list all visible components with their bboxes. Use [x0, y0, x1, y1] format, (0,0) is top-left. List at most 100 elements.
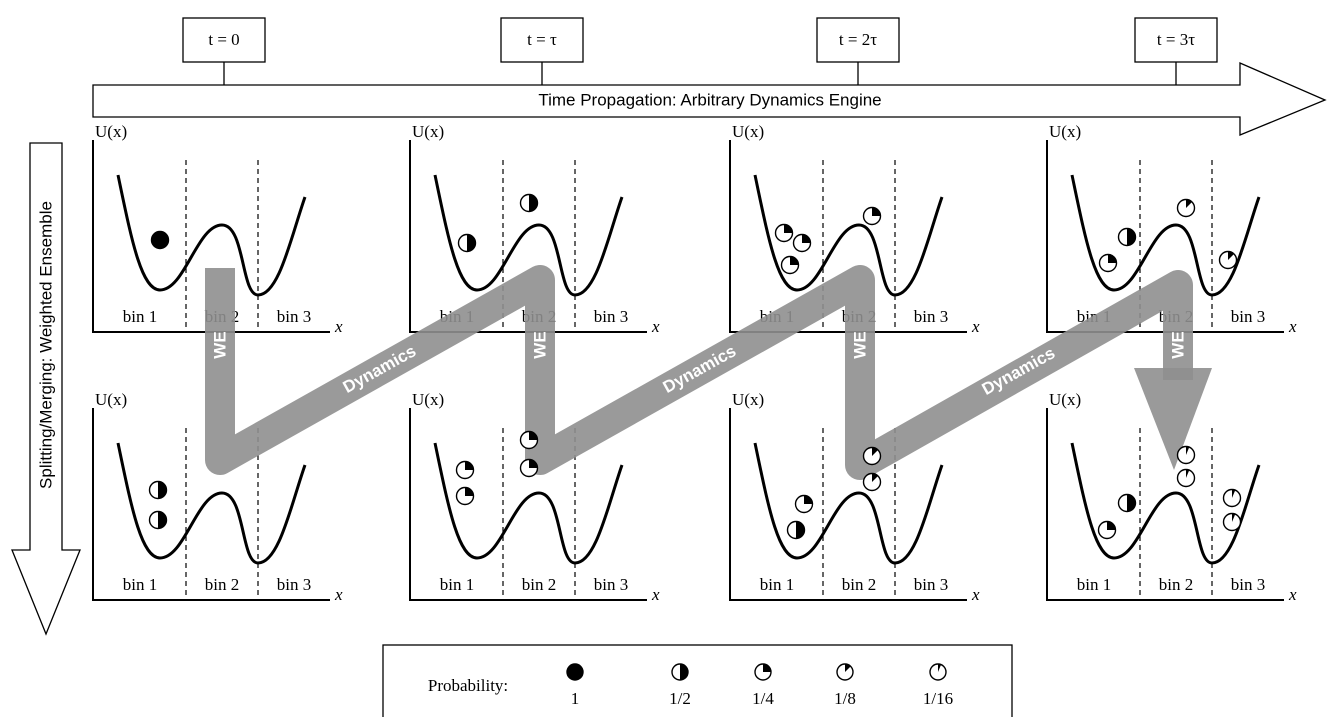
particle	[455, 460, 475, 480]
legend-box	[382, 644, 1013, 717]
glyph-wedge	[938, 664, 942, 672]
bin-label: bin 2	[842, 575, 876, 594]
glyph-outline	[148, 480, 168, 500]
glyph-outline	[1222, 512, 1242, 532]
glyph-outline	[1218, 250, 1238, 270]
bin-label: bin 3	[914, 307, 948, 326]
y-axis-label: U(x)	[1049, 390, 1081, 409]
glyph-wedge	[467, 234, 476, 252]
bin-label: bin 1	[123, 307, 157, 326]
glyph-wedge	[529, 431, 538, 440]
glyph-outline	[1117, 227, 1137, 247]
legend-glyph	[754, 663, 772, 681]
bin-label: bin 3	[1231, 575, 1265, 594]
bin-label: bin 1	[440, 575, 474, 594]
glyph-fill	[567, 664, 583, 680]
y-axis-label: U(x)	[95, 390, 127, 409]
glyph-wedge	[872, 473, 879, 482]
glyph-outline	[1117, 493, 1137, 513]
potential-curve	[753, 174, 944, 297]
glyph-outline	[754, 663, 772, 681]
bin-label: bin 1	[760, 575, 794, 594]
glyph-wedge	[158, 511, 167, 529]
particle	[780, 255, 800, 275]
glyph-outline	[1098, 253, 1118, 273]
axes	[92, 408, 330, 601]
x-axis-label: x	[651, 317, 660, 336]
bin-label: bin 2	[522, 575, 556, 594]
potential-curve	[433, 174, 624, 297]
time-label: t = 0	[208, 30, 239, 49]
particle	[150, 230, 170, 250]
time-arrow-label: Time Propagation: Arbitrary Dynamics Eng…	[538, 90, 881, 109]
glyph-outline	[836, 663, 854, 681]
glyph-outline	[566, 663, 584, 681]
particle	[774, 223, 794, 243]
particle	[1222, 512, 1242, 532]
axes	[1046, 140, 1284, 333]
glyph-wedge	[802, 234, 811, 243]
particle	[148, 510, 168, 530]
time-box	[1134, 17, 1218, 63]
time-box	[816, 17, 900, 63]
potential-curve	[753, 442, 944, 565]
time-label: t = 3τ	[1157, 30, 1195, 49]
glyph-outline	[1176, 198, 1196, 218]
glyph-wedge	[158, 481, 167, 499]
potential-curve	[1070, 442, 1261, 565]
axes	[409, 408, 647, 601]
glyph-wedge	[784, 224, 793, 233]
glyph-outline	[671, 663, 689, 681]
glyph-fill	[151, 231, 169, 249]
glyph-wedge	[465, 487, 474, 496]
particle	[519, 193, 539, 213]
particle	[862, 206, 882, 226]
particle	[792, 233, 812, 253]
glyph-wedge	[529, 459, 538, 468]
bin-label: bin 3	[914, 575, 948, 594]
glyph-outline	[862, 206, 882, 226]
time-box	[500, 17, 584, 63]
glyph-wedge	[796, 521, 805, 539]
axes	[1046, 408, 1284, 601]
particle	[1176, 198, 1196, 218]
glyph-wedge	[529, 194, 538, 212]
bin-label: bin 3	[1231, 307, 1265, 326]
glyph-wedge	[872, 207, 881, 216]
particle	[862, 446, 882, 466]
glyph-outline	[862, 472, 882, 492]
glyph-outline	[519, 193, 539, 213]
glyph-outline	[794, 494, 814, 514]
x-axis-label: x	[971, 585, 980, 604]
we-label: WE	[850, 331, 869, 358]
process-arrowhead	[1134, 368, 1212, 470]
y-axis-label: U(x)	[95, 122, 127, 141]
glyph-outline	[1097, 520, 1117, 540]
legend-label: 1/4	[752, 689, 774, 708]
y-axis-label: U(x)	[412, 390, 444, 409]
potential-curve	[116, 442, 307, 565]
glyph-wedge	[1127, 228, 1136, 246]
potential-curve	[1070, 174, 1261, 297]
glyph-outline	[455, 460, 475, 480]
glyph-wedge	[1127, 494, 1136, 512]
side-arrow-label: Splitting/Merging: Weighted Ensemble	[36, 201, 55, 489]
glyph-wedge	[1232, 489, 1236, 498]
time-arrow	[92, 62, 1327, 136]
glyph-wedge	[1232, 513, 1236, 522]
x-axis-label: x	[1288, 317, 1297, 336]
glyph-wedge	[1108, 254, 1117, 263]
axes	[729, 140, 967, 333]
legend-label: 1/2	[669, 689, 691, 708]
glyph-wedge	[1186, 446, 1190, 455]
glyph-outline	[457, 233, 477, 253]
glyph-wedge	[1186, 199, 1193, 208]
we-label: WE	[530, 331, 549, 358]
glyph-outline	[780, 255, 800, 275]
potential-curve	[433, 442, 624, 565]
particle	[1097, 520, 1117, 540]
